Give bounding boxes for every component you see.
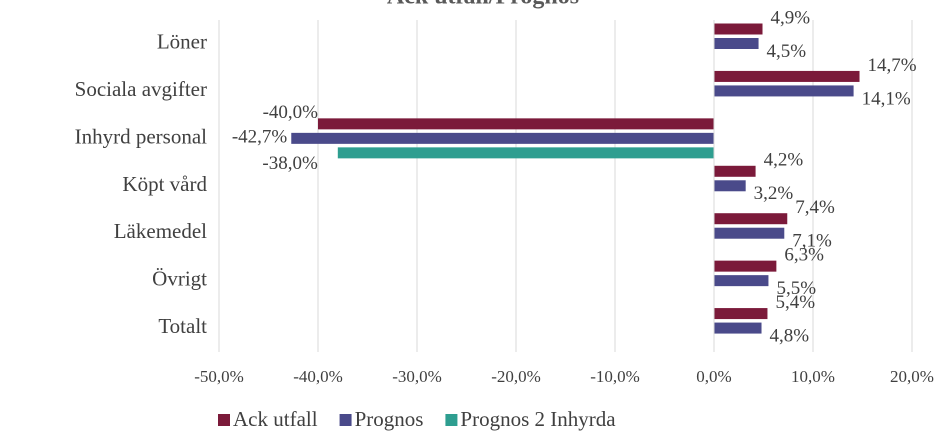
value-label: 14,7% (868, 55, 917, 76)
x-tick-label: -40,0% (293, 367, 343, 386)
bar (714, 165, 756, 177)
bar (337, 147, 714, 159)
x-tick-label: 0,0% (696, 367, 731, 386)
value-label: 4,5% (767, 41, 807, 62)
bar (714, 70, 860, 82)
x-tick-label: 10,0% (791, 367, 835, 386)
category-label: Köpt vård (122, 172, 207, 196)
bar (714, 308, 768, 320)
value-label: -42,7% (232, 127, 288, 148)
value-label: 3,2% (754, 183, 794, 204)
bar (714, 227, 785, 239)
x-tick-label: -50,0% (194, 367, 244, 386)
legend-label: Prognos (355, 407, 424, 431)
value-label: -40,0% (263, 102, 319, 123)
bar (714, 213, 788, 225)
value-label: 4,8% (770, 325, 810, 346)
value-label: 7,4% (795, 197, 835, 218)
chart-title: Ack utfall/Prognos (387, 0, 579, 10)
bar (714, 260, 777, 272)
value-label: -38,0% (262, 153, 318, 174)
bar (714, 38, 759, 49)
bar (714, 322, 762, 334)
x-tick-label: -30,0% (392, 367, 442, 386)
x-tick-label: -20,0% (491, 367, 541, 386)
category-label: Sociala avgifter (75, 77, 207, 101)
x-tick-label: 20,0% (890, 367, 934, 386)
value-label: 14,1% (862, 88, 911, 109)
value-label: 4,2% (764, 150, 804, 171)
category-label: Inhyrd personal (75, 124, 208, 148)
bar (714, 85, 854, 97)
legend-swatch (218, 414, 230, 426)
bar (714, 275, 769, 287)
x-tick-label: -10,0% (590, 367, 640, 386)
bar (318, 118, 714, 130)
legend-label: Prognos 2 Inhyrda (460, 407, 616, 431)
value-label: 4,9% (771, 7, 811, 28)
category-label: Övrigt (152, 267, 207, 291)
bar (291, 132, 714, 144)
category-label: Totalt (158, 314, 207, 338)
bar (714, 180, 746, 192)
value-label: 6,3% (784, 245, 824, 266)
legend-label: Ack utfall (233, 407, 318, 431)
category-label: Löner (157, 30, 207, 54)
bar (714, 23, 763, 35)
category-label: Läkemedel (114, 219, 207, 243)
legend-swatch (339, 414, 352, 426)
legend-swatch (445, 414, 458, 426)
value-label: 7,1% (792, 231, 832, 252)
value-label: 5,5% (776, 278, 816, 299)
value-label: 5,4% (775, 292, 815, 313)
